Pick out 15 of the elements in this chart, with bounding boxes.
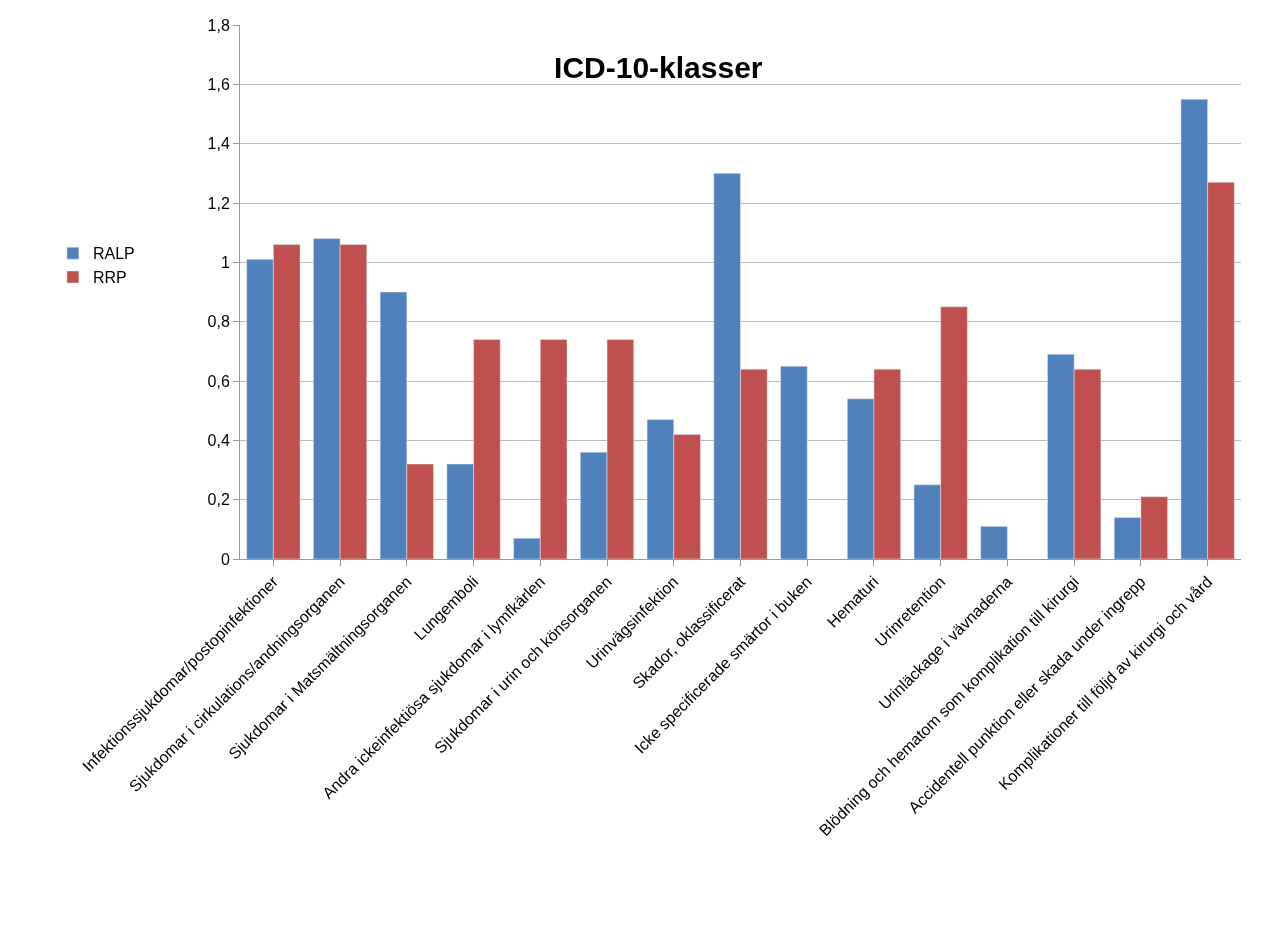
legend-label: RALP xyxy=(92,245,135,263)
y-tick-label: 0,2 xyxy=(207,491,230,509)
bar xyxy=(980,526,1008,559)
y-tick-label: 0,8 xyxy=(207,313,230,331)
y-tick-label: 1,8 xyxy=(207,16,230,34)
y-tick-label: 1,6 xyxy=(207,75,230,93)
y-tick-label: 1,4 xyxy=(207,135,230,153)
bar xyxy=(780,365,808,559)
y-tick-label: 1,2 xyxy=(207,194,230,212)
y-tick-label: 0,6 xyxy=(207,372,230,390)
y-tick-label: 0 xyxy=(220,550,230,568)
text: ICD-10-klasser xyxy=(554,50,763,84)
y-tick-label: 1 xyxy=(220,253,230,271)
y-tick-label: 0,4 xyxy=(207,431,230,449)
legend-label: RRP xyxy=(92,269,127,287)
